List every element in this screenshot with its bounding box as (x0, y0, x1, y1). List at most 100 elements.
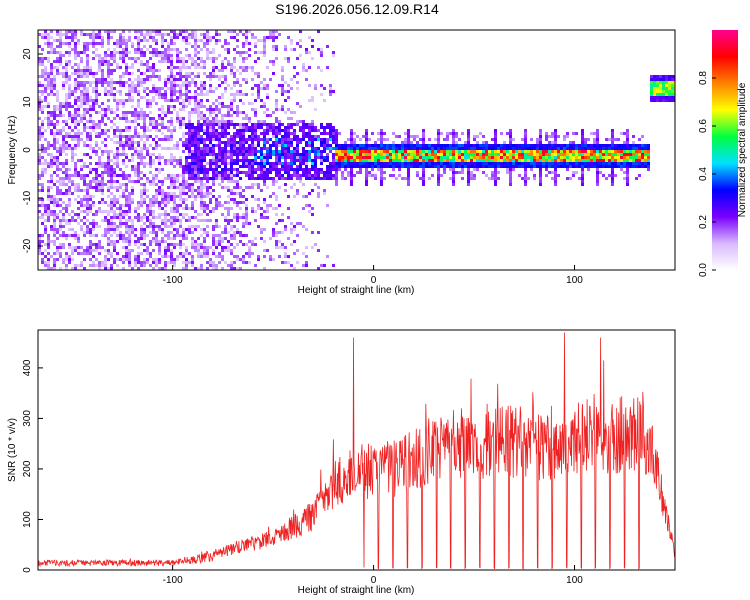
heatmap-cell (164, 240, 167, 243)
heatmap-cell (533, 162, 536, 165)
heatmap-cell (80, 198, 83, 201)
heatmap-cell (530, 138, 533, 141)
heatmap-cell (134, 261, 137, 264)
heatmap-cell (182, 66, 185, 69)
heatmap-cell (194, 171, 197, 174)
heatmap-cell (194, 180, 197, 183)
heatmap-cell (257, 123, 260, 126)
heatmap-cell (245, 252, 248, 255)
heatmap-cell (74, 165, 77, 168)
heatmap-cell (113, 123, 116, 126)
heatmap-cell (278, 120, 281, 123)
heatmap-cell (134, 234, 137, 237)
heatmap-cell (377, 144, 380, 147)
heatmap-cell (146, 219, 149, 222)
heatmap-cell (164, 111, 167, 114)
heatmap-cell (230, 192, 233, 195)
heatmap-cell (62, 33, 65, 36)
heatmap-cell (86, 135, 89, 138)
heatmap-cell (95, 36, 98, 39)
heatmap-cell (257, 207, 260, 210)
heatmap-cell (575, 144, 578, 147)
heatmap-cell (155, 48, 158, 51)
heatmap-cell (125, 144, 128, 147)
heatmap-cell (200, 126, 203, 129)
heatmap-cell (269, 195, 272, 198)
heatmap-cell (524, 159, 527, 162)
heatmap-cell (335, 168, 338, 171)
heatmap-cell (419, 150, 422, 153)
heatmap-cell (365, 129, 368, 132)
heatmap-cell (374, 165, 377, 168)
heatmap-cell (53, 126, 56, 129)
heatmap-cell (434, 165, 437, 168)
heatmap-cell (68, 30, 71, 33)
heatmap-cell (62, 165, 65, 168)
heatmap-cell (179, 90, 182, 93)
heatmap-cell (95, 249, 98, 252)
heatmap-cell (98, 162, 101, 165)
heatmap-cell (56, 237, 59, 240)
heatmap-cell (56, 45, 59, 48)
heatmap-cell (191, 45, 194, 48)
heatmap-cell (176, 147, 179, 150)
heatmap-cell (71, 183, 74, 186)
heatmap-cell (119, 153, 122, 156)
heatmap-cell (482, 147, 485, 150)
heatmap-cell (125, 183, 128, 186)
heatmap-cell (128, 120, 131, 123)
heatmap-cell (542, 156, 545, 159)
heatmap-cell (536, 138, 539, 141)
heatmap-cell (173, 234, 176, 237)
heatmap-cell (65, 147, 68, 150)
heatmap-cell (227, 156, 230, 159)
heatmap-cell (167, 78, 170, 81)
heatmap-cell (506, 171, 509, 174)
heatmap-cell (41, 216, 44, 219)
heatmap-cell (47, 198, 50, 201)
heatmap-cell (221, 177, 224, 180)
heatmap-cell (575, 153, 578, 156)
heatmap-cell (113, 132, 116, 135)
heatmap-cell (158, 96, 161, 99)
heatmap-cell (260, 150, 263, 153)
heatmap-cell (263, 159, 266, 162)
heatmap-cell (605, 138, 608, 141)
heatmap-cell (203, 33, 206, 36)
heatmap-cell (311, 96, 314, 99)
heatmap-cell (578, 147, 581, 150)
heatmap-cell (137, 171, 140, 174)
heatmap-cell (401, 141, 404, 144)
heatmap-cell (197, 129, 200, 132)
heatmap-cell (335, 150, 338, 153)
heatmap-cell (203, 81, 206, 84)
heatmap-cell (203, 60, 206, 63)
heatmap-cell (80, 84, 83, 87)
heatmap-cell (485, 165, 488, 168)
heatmap-cell (425, 144, 428, 147)
heatmap-cell (467, 162, 470, 165)
heatmap-cell (266, 36, 269, 39)
heatmap-cell (302, 126, 305, 129)
heatmap-cell (71, 129, 74, 132)
heatmap-cell (512, 165, 515, 168)
heatmap-cell (326, 138, 329, 141)
heatmap-cell (320, 153, 323, 156)
heatmap-cell (224, 156, 227, 159)
heatmap-cell (122, 144, 125, 147)
heatmap-cell (464, 153, 467, 156)
heatmap-cell (233, 201, 236, 204)
heatmap-cell (47, 195, 50, 198)
heatmap-cell (305, 264, 308, 267)
heatmap-cell (269, 78, 272, 81)
heatmap-cell (230, 102, 233, 105)
heatmap-cell (59, 234, 62, 237)
heatmap-cell (50, 78, 53, 81)
heatmap-cell (473, 153, 476, 156)
heatmap-cell (173, 36, 176, 39)
heatmap-cell (212, 153, 215, 156)
heatmap-cell (554, 150, 557, 153)
heatmap-cell (233, 168, 236, 171)
heatmap-cell (143, 162, 146, 165)
heatmap-cell (41, 171, 44, 174)
